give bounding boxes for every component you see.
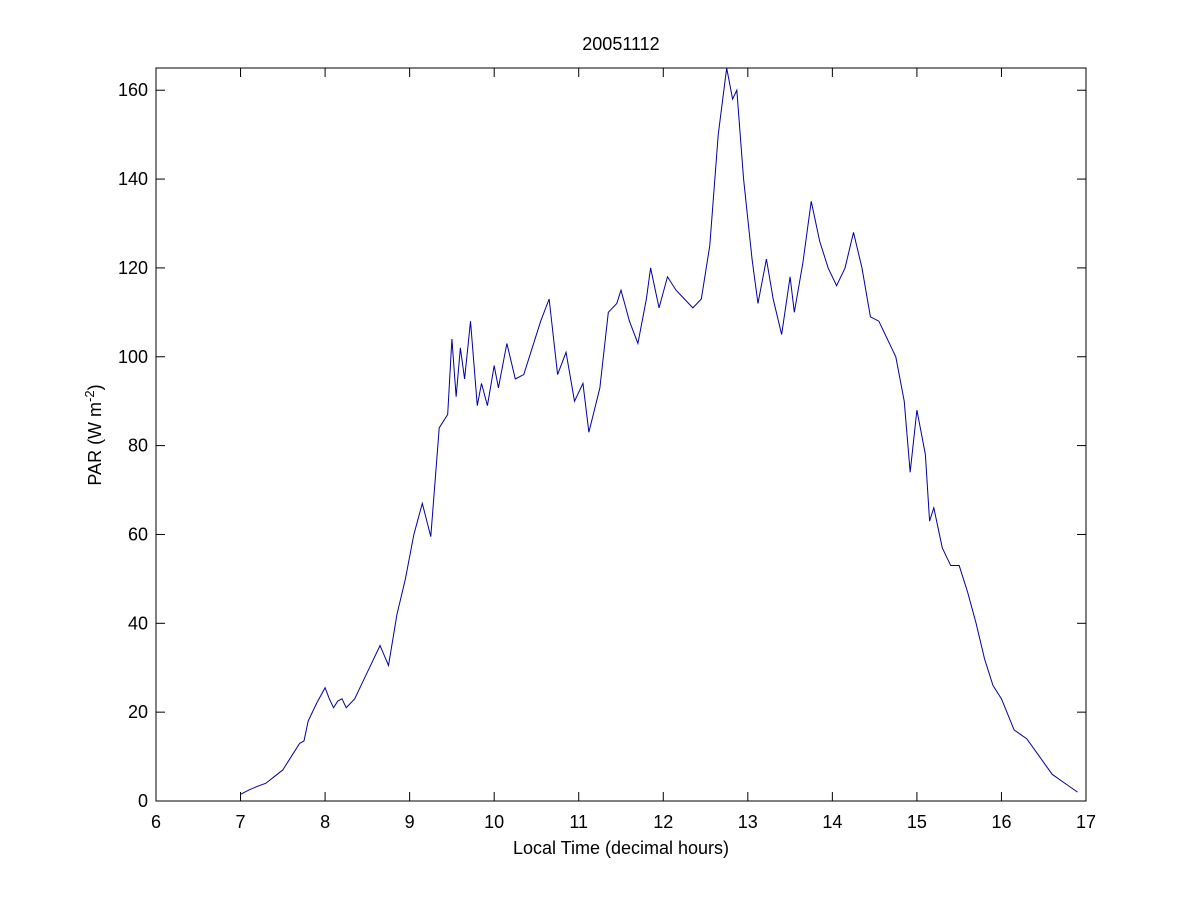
x-tick-label: 9 [405, 812, 415, 832]
y-tick-label: 140 [118, 169, 148, 189]
y-tick-label: 20 [128, 702, 148, 722]
x-tick-label: 13 [738, 812, 758, 832]
x-tick-label: 8 [320, 812, 330, 832]
y-tick-label: 40 [128, 613, 148, 633]
x-tick-label: 15 [907, 812, 927, 832]
y-label-text: PAR (W m [85, 402, 105, 486]
y-tick-label: 80 [128, 436, 148, 456]
y-tick-label: 160 [118, 80, 148, 100]
y-axis-label: PAR (W m-2) [82, 384, 105, 485]
y-label-suffix: ) [85, 384, 105, 390]
x-tick-label: 11 [569, 812, 588, 832]
y-tick-label: 100 [118, 347, 148, 367]
x-tick-label: 6 [151, 812, 161, 832]
plot-area [155, 67, 1087, 802]
x-axis-label: Local Time (decimal hours) [513, 838, 729, 858]
x-tick-label: 7 [236, 812, 246, 832]
x-tick-label: 14 [822, 812, 842, 832]
y-tick-label: 0 [138, 791, 148, 811]
x-tick-label: 17 [1076, 812, 1096, 832]
data-line [240, 67, 1078, 795]
x-tick-label: 10 [484, 812, 504, 832]
y-tick-label: 60 [128, 524, 148, 544]
y-tick-label: 120 [118, 258, 148, 278]
chart-title: 20051112 [582, 34, 659, 54]
y-label-sup: -2 [82, 390, 97, 402]
x-tick-label: 12 [653, 812, 673, 832]
x-tick-label: 16 [991, 812, 1011, 832]
